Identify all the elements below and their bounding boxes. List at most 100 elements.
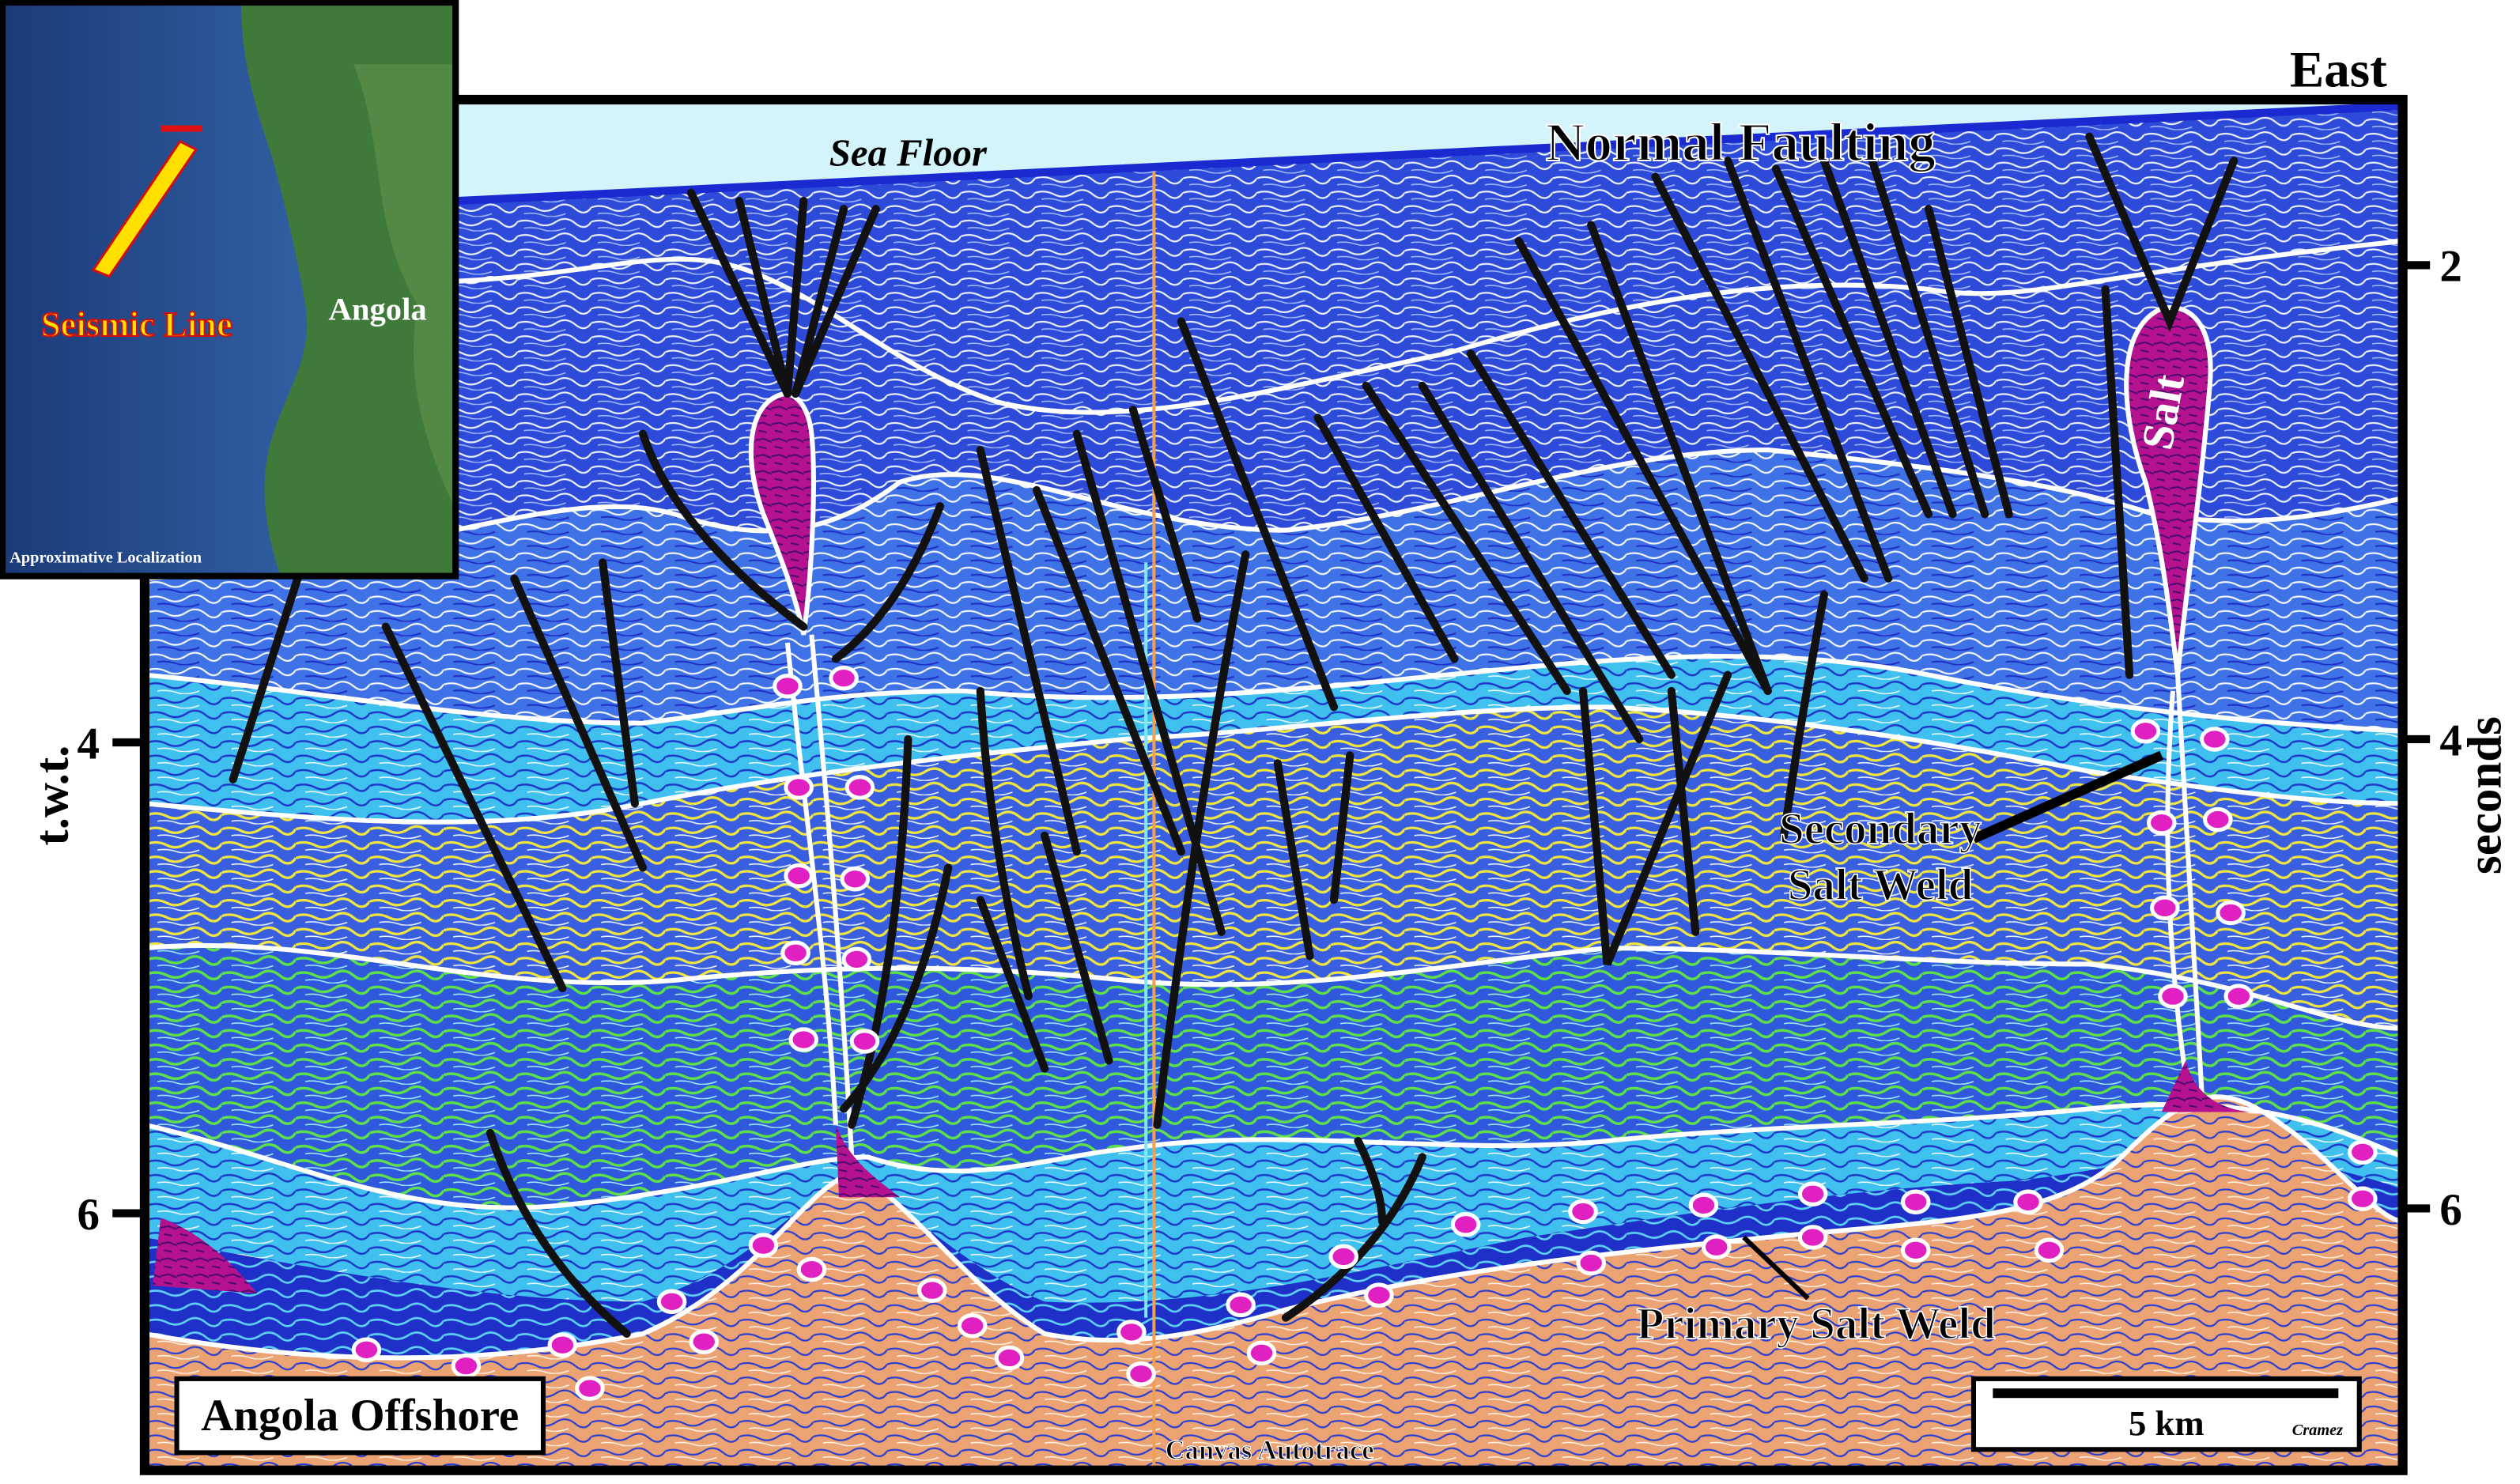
weld-marker — [1797, 1225, 1828, 1250]
scale-label: 5 km — [2129, 1403, 2205, 1443]
tick-label: 6 — [2439, 1185, 2461, 1235]
axis-title: t.w.t. — [25, 746, 78, 846]
fault — [976, 446, 1081, 856]
salt-remnant — [835, 1124, 901, 1198]
fault — [1128, 406, 1202, 623]
fault — [1032, 485, 1185, 856]
layer-presalt — [144, 1097, 2403, 1471]
fault — [1771, 164, 1933, 519]
weld-marker — [2158, 984, 2188, 1009]
fault — [510, 574, 648, 872]
region-box — [174, 1376, 546, 1456]
weld-marker — [2200, 727, 2230, 752]
horizon — [144, 447, 2403, 581]
fault — [1780, 590, 1828, 840]
weld-marker — [840, 867, 871, 892]
pointer — [1742, 1235, 1810, 1301]
weld-trace — [2165, 674, 2205, 1093]
fault — [1466, 349, 1676, 679]
sea-floor-line — [458, 102, 2403, 206]
weld-marker — [1450, 1212, 1481, 1237]
tick-label: 6 — [77, 1190, 100, 1240]
weld-marker — [917, 1278, 947, 1303]
weld-marker — [829, 665, 859, 691]
region-label: Angola Offshore — [201, 1391, 519, 1441]
weld-marker — [994, 1345, 1025, 1371]
horizon — [458, 238, 2403, 415]
fault — [599, 558, 639, 808]
weld-marker — [2146, 810, 2177, 836]
weld-marker — [2223, 984, 2254, 1009]
weld-marker — [1900, 1237, 1931, 1263]
weld-marker — [451, 1353, 482, 1379]
fault — [1153, 550, 1250, 1129]
horizon — [144, 942, 2403, 1031]
author: Cramez — [2292, 1422, 2343, 1439]
horizon — [144, 1101, 2403, 1210]
weld-marker — [1688, 1192, 1719, 1218]
weld-marker — [1116, 1320, 1147, 1345]
tick-label: 4 — [2439, 716, 2461, 765]
weld-marker — [2150, 895, 2180, 921]
fault — [1819, 157, 1957, 519]
fault — [1514, 236, 1772, 696]
weld-marker — [1126, 1361, 1156, 1387]
weld-marker — [1246, 1340, 1277, 1366]
weld-marker — [1576, 1250, 1607, 1276]
salt-body — [2124, 305, 2213, 676]
horizon — [144, 654, 2403, 734]
weld-marker — [351, 1337, 382, 1363]
weld-marker — [2130, 719, 2161, 744]
weld-marker — [689, 1329, 720, 1354]
tick-label: 2 — [2439, 242, 2461, 292]
weld-marker — [2216, 900, 2246, 926]
tick-label: 4 — [77, 719, 100, 768]
fault — [1924, 205, 2013, 519]
fault — [1868, 157, 1989, 519]
fault — [1273, 759, 1314, 961]
weld-marker — [1364, 1282, 1394, 1308]
weld-marker — [547, 1332, 578, 1358]
inset-label: Seismic Line — [41, 304, 232, 344]
software-credit: Canvas Autotrace — [1166, 1435, 1374, 1465]
annotation: Primary Salt Weld — [1637, 1299, 1997, 1349]
weld-markers — [351, 665, 2378, 1401]
fault — [1578, 670, 1732, 966]
fault — [1354, 1136, 1387, 1225]
fault — [1313, 413, 1459, 663]
weld-marker — [957, 1313, 988, 1339]
land-relief — [353, 64, 459, 515]
fault — [831, 502, 945, 663]
weld-marker — [773, 674, 803, 699]
weld-marker — [656, 1289, 687, 1315]
fault — [229, 550, 310, 784]
weld-marker — [841, 946, 872, 972]
fault — [976, 686, 1033, 1001]
weld-marker — [780, 940, 810, 966]
weld-marker — [1568, 1199, 1598, 1225]
weld-marker — [1900, 1189, 1931, 1215]
weld-marker — [1328, 1244, 1358, 1270]
annotation: Salt Weld — [1788, 860, 1974, 910]
annotation: Sea Floor — [829, 131, 988, 174]
frame — [139, 94, 2408, 1475]
seismic-section — [144, 100, 2403, 1471]
weld-marker — [575, 1376, 605, 1401]
fault — [2101, 285, 2134, 679]
weld-marker — [788, 1027, 819, 1052]
inset-frame — [0, 0, 459, 580]
weld-marker — [849, 1029, 880, 1054]
axis-title: seconds — [2459, 716, 2512, 874]
fault — [638, 429, 808, 631]
annotation: Secondary — [1779, 804, 1982, 854]
weld-marker — [2348, 1139, 2378, 1165]
weld-marker — [1226, 1292, 1256, 1318]
fault — [1587, 221, 1772, 696]
weld-marker — [1701, 1234, 1732, 1259]
weld-marker — [2348, 1186, 2378, 1211]
salt-body — [748, 391, 816, 636]
fault — [2085, 132, 2239, 332]
annotation: Normal Faulting — [1546, 111, 1936, 172]
fault — [1041, 831, 1113, 1065]
fault — [839, 863, 953, 1113]
